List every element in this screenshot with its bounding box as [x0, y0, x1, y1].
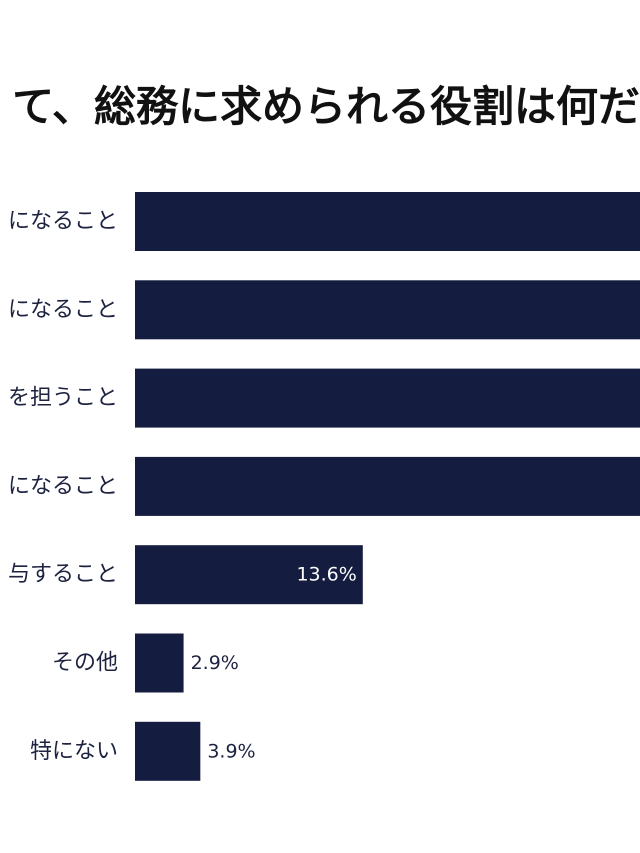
- value-label-6: 3.9%: [207, 740, 255, 762]
- category-label-5: その他: [52, 651, 118, 676]
- bar-1: [135, 280, 640, 340]
- chart-title: て、総務に求められる役割は何だ: [12, 82, 640, 131]
- category-label-6: 特にない: [30, 739, 118, 764]
- bar-5: [135, 633, 184, 693]
- category-label-0: になること: [8, 209, 118, 234]
- bar-2: [135, 368, 640, 428]
- category-label-4: 与すること: [8, 562, 118, 587]
- category-label-3: になること: [8, 474, 118, 499]
- bar-6: [135, 721, 201, 781]
- category-label-1: になること: [8, 297, 118, 322]
- value-label-4: 13.6%: [296, 564, 356, 586]
- bar-0: [135, 192, 640, 251]
- value-label-5: 2.9%: [191, 652, 239, 674]
- category-label-2: を担うこと: [8, 386, 118, 411]
- bar-4: [135, 545, 363, 605]
- bar-3: [135, 456, 640, 516]
